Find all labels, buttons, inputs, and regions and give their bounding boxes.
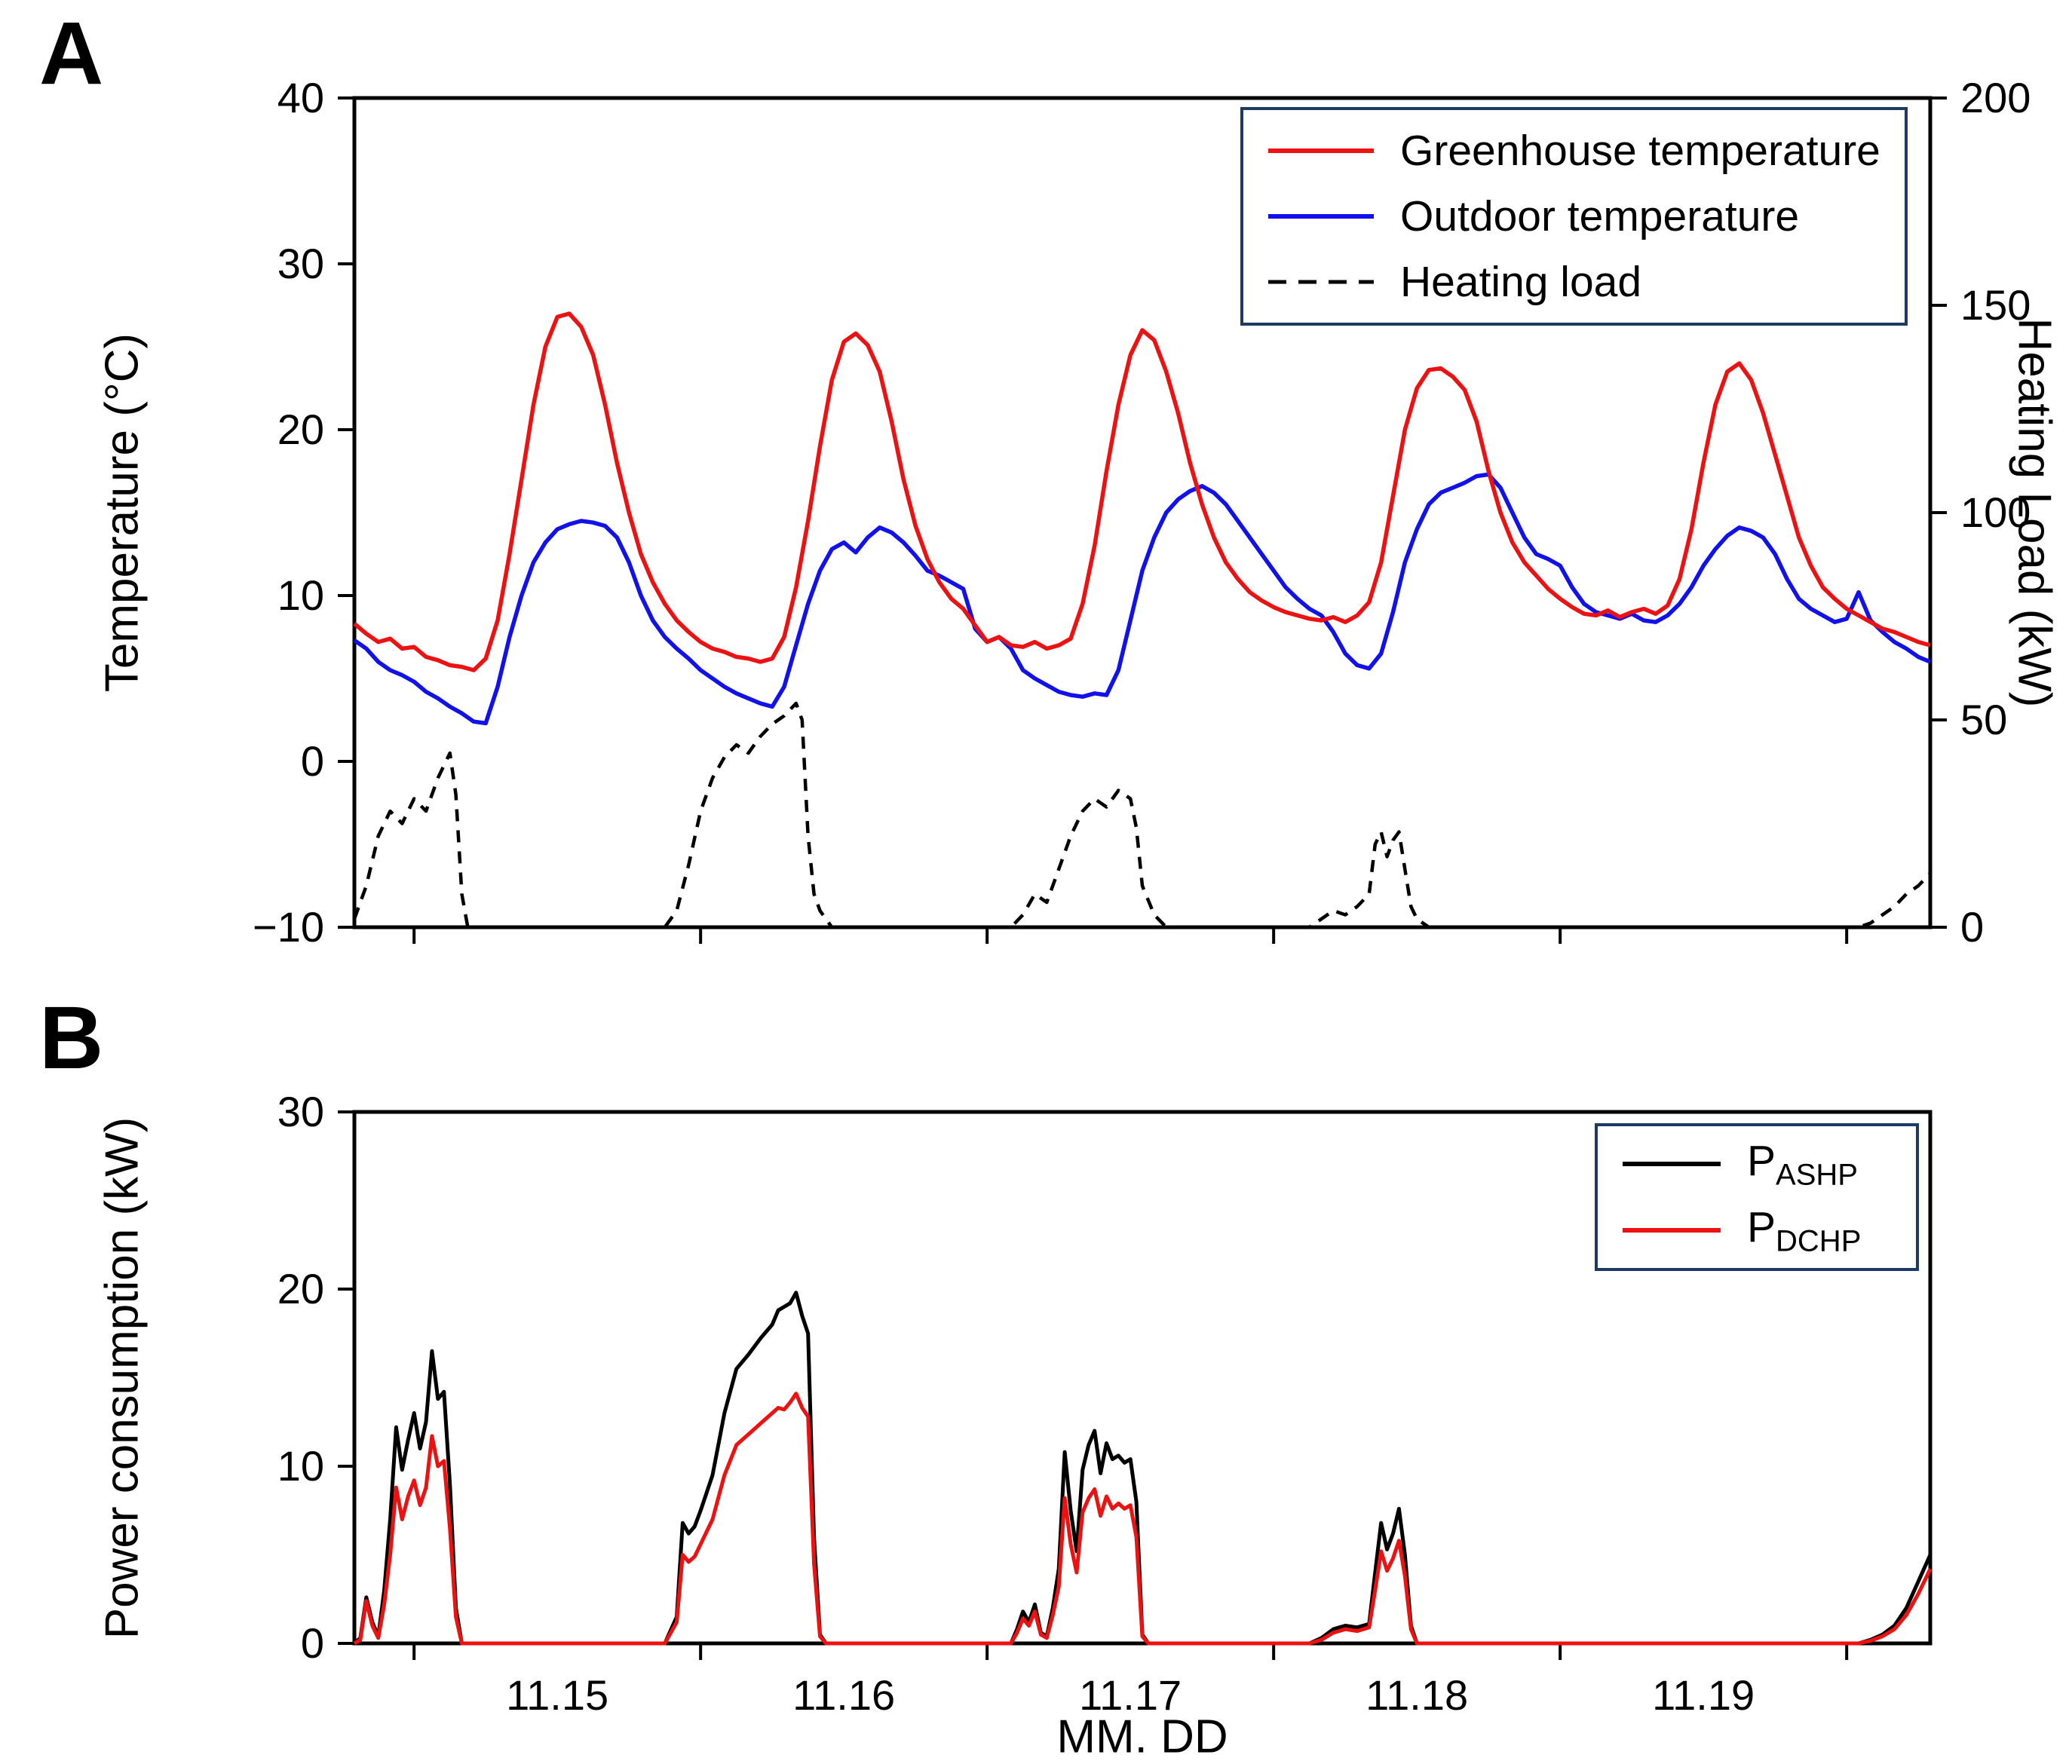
p-ashp-line [353, 1291, 1933, 1646]
y-tick-label: 50 [1960, 696, 2007, 743]
y-tick-label: 0 [301, 737, 324, 785]
panel-a-legend: Greenhouse temperature Outdoor temperatu… [1240, 107, 1908, 326]
panel-a-label: A [39, 4, 104, 103]
heating-load-line [352, 701, 1932, 929]
legend-item-heating-load: Heating load [1243, 257, 1905, 307]
y-tick-label: 30 [277, 240, 324, 287]
legend-label: Greenhouse temperature [1400, 127, 1880, 175]
plot-box [352, 1110, 1933, 1646]
y-tick-label: 150 [1960, 281, 2031, 329]
panel-b-x-axis-title: MM. DD [1056, 1710, 1228, 1763]
legend-item-greenhouse-temperature: Greenhouse temperature [1243, 126, 1905, 176]
greenhouse-temperature-line-swatch [1268, 149, 1374, 153]
x-tick-label: 11.19 [1652, 1671, 1755, 1719]
y-tick-label: 200 [1960, 74, 2031, 121]
legend-label: PDCHP [1747, 1202, 1862, 1257]
y-tick-label: 10 [277, 1442, 324, 1490]
y-tick-label: 0 [1960, 903, 1984, 951]
y-tick-label: −10 [253, 903, 324, 951]
y-tick-label: 30 [277, 1088, 324, 1135]
legend-item-outdoor-temperature: Outdoor temperature [1243, 191, 1905, 241]
outdoor-temperature-line-swatch [1268, 214, 1374, 219]
legend-item-p-ashp: PASHP [1598, 1136, 1916, 1192]
y-tick-label: 10 [277, 571, 324, 619]
x-tick-label: 11.18 [1365, 1671, 1468, 1719]
heating-load-line-swatch [1268, 280, 1374, 284]
y-tick-label: 0 [301, 1619, 324, 1667]
legend-label: Heating load [1400, 258, 1642, 306]
y-tick-label: 100 [1960, 488, 2031, 536]
y-tick-label: 20 [277, 1265, 324, 1312]
legend-label: Outdoor temperature [1400, 192, 1800, 240]
outdoor-temperature-line [353, 472, 1932, 726]
x-tick-label: 11.16 [792, 1671, 895, 1719]
panel-b-y-axis-title: Power consumption (kW) [96, 1116, 149, 1640]
y-tick-label: 40 [277, 74, 324, 121]
panel-b-label: B [39, 988, 104, 1088]
x-tick-label: 11.15 [506, 1671, 608, 1719]
p-dchp-line-swatch [1623, 1227, 1721, 1233]
panel-b-plot: 30 20 10 0 11.15 11.16 11.17 11.18 11.19 [277, 1088, 1933, 1719]
x-tick-label: 11.17 [1079, 1671, 1182, 1719]
greenhouse-temperature-line [353, 311, 1931, 672]
y-tick-label: 20 [277, 406, 324, 453]
panel-b-legend: PASHP PDCHP [1595, 1123, 1919, 1271]
panel-a-left-axis-title: Temperature (°C) [96, 332, 149, 693]
legend-item-p-dchp: PDCHP [1598, 1202, 1916, 1258]
p-dchp-line [353, 1392, 1933, 1646]
p-ashp-line-swatch [1623, 1162, 1721, 1167]
legend-label: PASHP [1747, 1137, 1858, 1192]
panel-a-right-axis-title: Heating Load (kW) [2008, 317, 2061, 708]
